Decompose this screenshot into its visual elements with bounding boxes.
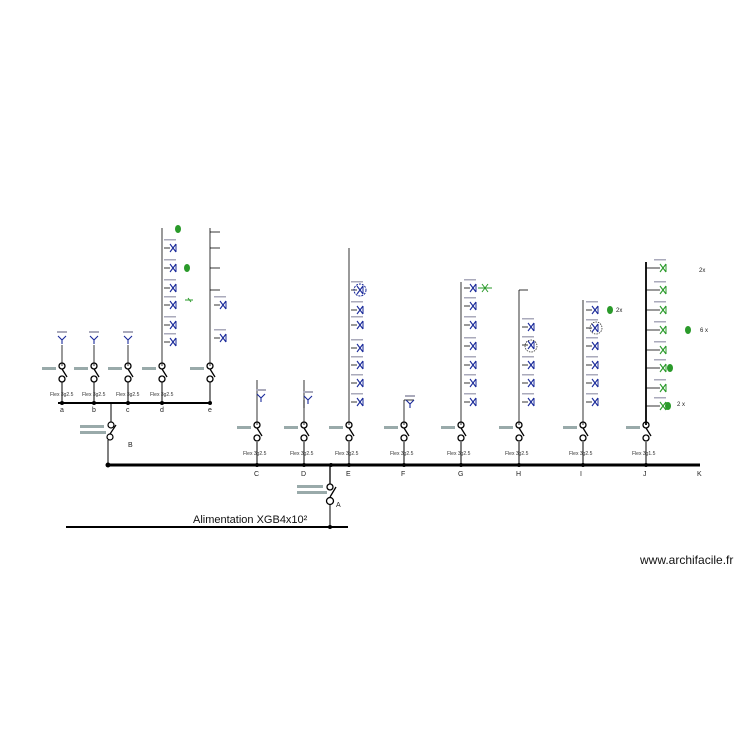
main-circuit-letter: E bbox=[346, 471, 351, 478]
feed-label: Alimentation XGB4x10² bbox=[193, 514, 308, 526]
left-circuit-c: c Flex 3g2.5 bbox=[108, 362, 140, 414]
main-circuit-I: Flex 3g2.5 I bbox=[563, 300, 593, 478]
left-circuit-letter: d bbox=[160, 407, 164, 414]
left-circuit-cable: Flex 3g2.5 bbox=[82, 392, 106, 398]
main-circuit-letter: D bbox=[301, 471, 306, 478]
main-circuit-C: Flex 3g2.5 C bbox=[237, 380, 267, 478]
main-circuit-J: Flex 3g1.5 J bbox=[626, 262, 656, 478]
left-circuit-letter: c bbox=[126, 407, 130, 414]
left-circuit-cable: Flex 3g2.5 bbox=[150, 392, 174, 398]
left-circuit-letter: b bbox=[92, 407, 96, 414]
main-circuit-cable: Flex 3g1.5 bbox=[632, 451, 656, 457]
left-circuit-a: a Flex 3g2.5 bbox=[42, 362, 74, 414]
main-breaker-label: A bbox=[336, 502, 341, 509]
multiplier-3: 2 x bbox=[677, 402, 685, 408]
main-circuit-H: Flex 3g2.5 H bbox=[499, 290, 529, 478]
left-circuit-cable: Flex 3g2.5 bbox=[50, 392, 74, 398]
main-circuit-letter: C bbox=[254, 471, 259, 478]
sub-panel-breaker: B bbox=[80, 403, 133, 465]
main-circuit-letter: I bbox=[580, 471, 582, 478]
main-circuit-G: Flex 3g2.5 G bbox=[441, 282, 471, 478]
main-circuit-K: K bbox=[697, 471, 702, 478]
multiplier-4: 2x bbox=[616, 308, 622, 314]
main-circuit-cable: Flex 3g2.5 bbox=[290, 451, 314, 457]
main-circuit-letter: K bbox=[697, 471, 702, 478]
left-socket-group bbox=[89, 331, 99, 366]
main-circuit-cable: Flex 3g2.5 bbox=[505, 451, 529, 457]
main-circuit-cable: Flex 3g2.5 bbox=[447, 451, 471, 457]
main-circuit-letter: J bbox=[643, 471, 647, 478]
left-circuit-cable: Flex 3g2.5 bbox=[116, 392, 140, 398]
left-circuit-b: b Flex 3g2.5 bbox=[74, 362, 106, 414]
main-breaker: A bbox=[297, 466, 341, 509]
main-circuit-cable: Flex 3g2.5 bbox=[569, 451, 593, 457]
left-circuit-letter: e bbox=[208, 407, 212, 414]
main-circuit-letter: G bbox=[458, 471, 463, 478]
device-symbols bbox=[351, 259, 691, 411]
left-circuits: a Flex 3g2.5 b Flex 3g2.5 c Flex 3g2.5 d Flex 3… bbox=[42, 225, 227, 414]
multiplier-1: 2x bbox=[699, 268, 705, 274]
multiplier-2: 6 x bbox=[700, 328, 708, 334]
main-circuit-cable: Flex 3g2.5 bbox=[243, 451, 267, 457]
left-circuit-d: d Flex 3g2.5 bbox=[142, 362, 174, 414]
main-circuit-cable: Flex 3g2.5 bbox=[335, 451, 359, 457]
main-circuit-letter: F bbox=[401, 471, 405, 478]
watermark: www.archifacile.fr bbox=[639, 553, 733, 567]
main-circuit-letter: H bbox=[516, 471, 521, 478]
main-feed: Alimentation XGB4x10² bbox=[66, 505, 348, 529]
main-circuit-E: Flex 3g2.5 E bbox=[329, 248, 359, 478]
main-circuit-F: Flex 3g2.5 F bbox=[384, 400, 414, 478]
sub-breaker-label: B bbox=[128, 442, 133, 449]
main-circuit-D: Flex 3g2.5 D bbox=[284, 380, 314, 478]
left-circuit-e: e bbox=[190, 362, 216, 414]
left-socket-group bbox=[57, 331, 67, 366]
left-socket-group bbox=[123, 331, 133, 366]
main-circuit-cable: Flex 3g2.5 bbox=[390, 451, 414, 457]
left-circuit-letter: a bbox=[60, 407, 64, 414]
